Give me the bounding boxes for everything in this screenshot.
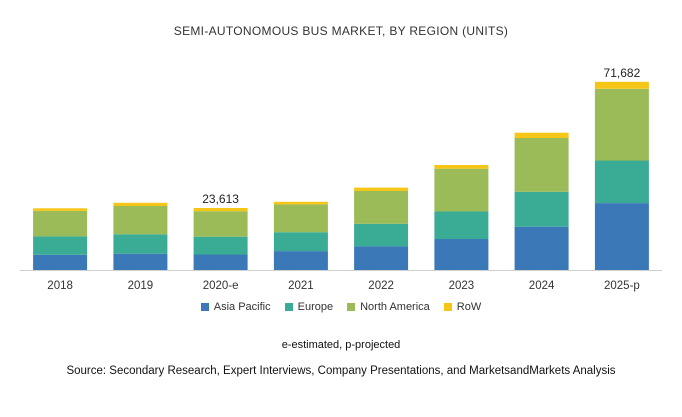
x-tick-label-2024: 2024 — [529, 280, 555, 292]
legend-label-row: RoW — [456, 301, 482, 313]
bar-row-2023 — [434, 165, 489, 169]
bar-north-america-2018 — [33, 210, 88, 237]
bar-row-2024 — [514, 132, 569, 138]
bar-row-2019 — [113, 202, 168, 206]
legend-label-asia-pacific: Asia Pacific — [213, 301, 271, 313]
chart-note: e-estimated, p-projected — [281, 339, 401, 351]
x-tick-label-2025-p: 2025-p — [604, 280, 640, 292]
bar-europe-2019 — [113, 234, 168, 254]
x-tick-label-2020-e: 2020-e — [203, 280, 239, 292]
bar-north-america-2023 — [434, 168, 489, 212]
legend-item-row: RoW — [443, 301, 482, 313]
legend-swatch-row — [443, 303, 452, 311]
bar-europe-2022 — [354, 223, 409, 247]
bar-north-america-2025-p — [594, 88, 649, 161]
bar-north-america-2021 — [273, 204, 328, 233]
bar-europe-2018 — [33, 236, 88, 255]
legend-item-europe: Europe — [284, 301, 334, 313]
bar-asia-pacific-2019 — [113, 253, 168, 270]
x-tick-label-2019: 2019 — [128, 280, 154, 292]
bar-europe-2021 — [273, 232, 328, 252]
bar-europe-2025-p — [594, 160, 649, 203]
bar-north-america-2024 — [514, 138, 569, 192]
chart-legend: Asia Pacific Europe North America RoW — [0, 301, 682, 313]
bar-europe-2020-e — [193, 236, 248, 255]
bar-asia-pacific-2024 — [514, 226, 569, 270]
bar-north-america-2020-e — [193, 211, 248, 237]
bar-asia-pacific-2020-e — [193, 254, 248, 270]
bar-row-2025-p — [594, 81, 649, 89]
bar-row-2020-e — [193, 208, 248, 212]
bar-asia-pacific-2022 — [354, 246, 409, 270]
bar-europe-2023 — [434, 211, 489, 240]
bar-north-america-2022 — [354, 191, 409, 224]
data-label-2025-p: 71,682 — [604, 66, 641, 80]
legend-label-europe: Europe — [297, 301, 334, 313]
x-tick-label-2021: 2021 — [288, 280, 314, 292]
bar-asia-pacific-2021 — [273, 251, 328, 270]
x-tick-label-2022: 2022 — [368, 280, 394, 292]
bar-asia-pacific-2018 — [33, 254, 88, 270]
bar-asia-pacific-2023 — [434, 239, 489, 270]
legend-swatch-asia-pacific — [200, 303, 209, 311]
chart-source: Source: Secondary Research, Expert Inter… — [66, 365, 616, 377]
data-label-2020-e: 23,613 — [202, 192, 239, 206]
x-tick-label-2018: 2018 — [47, 280, 73, 292]
bar-europe-2024 — [514, 191, 569, 227]
legend-item-north-america: North America — [347, 301, 430, 313]
chart-title: SEMI-AUTONOMOUS BUS MARKET, BY REGION (U… — [173, 24, 509, 38]
legend-item-asia-pacific: Asia Pacific — [200, 301, 271, 313]
legend-label-north-america: North America — [360, 301, 430, 313]
bar-row-2021 — [273, 201, 328, 205]
legend-swatch-europe — [284, 303, 293, 311]
legend-swatch-north-america — [347, 303, 356, 311]
bar-north-america-2019 — [113, 205, 168, 235]
x-tick-label-2023: 2023 — [449, 280, 475, 292]
bar-row-2018 — [33, 208, 88, 211]
bar-row-2022 — [354, 187, 409, 191]
bar-asia-pacific-2025-p — [594, 203, 649, 270]
